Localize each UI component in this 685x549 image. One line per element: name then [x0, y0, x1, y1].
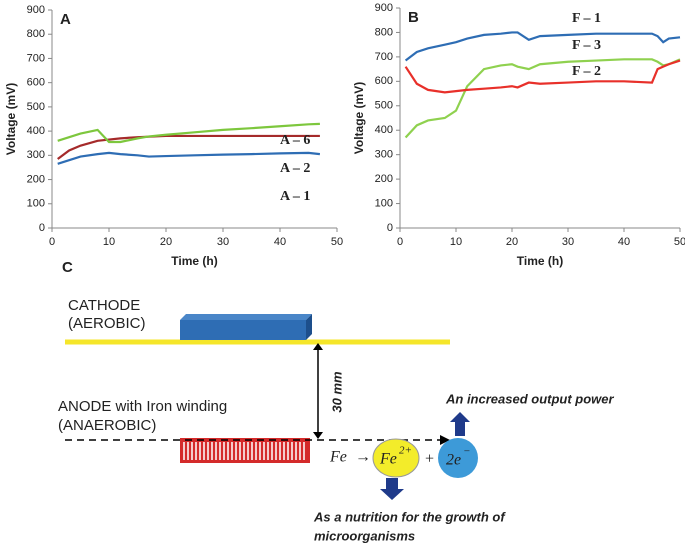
- arrow-head: [440, 435, 450, 445]
- ion-circle: [372, 438, 420, 478]
- up-arrow: [450, 412, 470, 436]
- y-axis-label: Voltage (mV): [4, 83, 18, 155]
- y-tick-label: 700: [375, 51, 393, 63]
- y-tick-label: 100: [27, 198, 45, 210]
- cathode-side: [306, 314, 312, 340]
- nutrition-label: microorganisms: [314, 528, 415, 543]
- output-label: An increased output power: [445, 391, 615, 406]
- x-tick-label: 40: [274, 236, 286, 248]
- y-tick-label: 600: [375, 75, 393, 87]
- reactant: Fe: [329, 449, 347, 466]
- y-tick-label: 100: [375, 197, 393, 209]
- series-label: F – 1: [572, 11, 601, 26]
- x-tick-label: 20: [506, 236, 518, 248]
- y-axis-label: Voltage (mV): [352, 82, 366, 154]
- x-tick-label: 10: [450, 236, 462, 248]
- arrow-head: [313, 432, 323, 439]
- reaction-arrow: →: [355, 449, 371, 466]
- electron-circle: [438, 438, 478, 478]
- down-arrow: [380, 478, 404, 500]
- y-tick-label: 300: [27, 149, 45, 161]
- y-tick-label: 400: [27, 125, 45, 137]
- series-label: A – 6: [280, 133, 310, 148]
- x-tick-label: 50: [674, 236, 685, 248]
- chart: 0 100 200 300 400 500 600 700 800 900 0 10 20 30 40 50 T…: [352, 2, 685, 268]
- y-tick-label: 900: [27, 4, 45, 16]
- distance-label: 30 mm: [329, 371, 344, 413]
- chart: 0 100 200 300 400 500 600 700 800 900 0 10 20 30 40 50 T…: [4, 4, 343, 268]
- x-tick-label: 10: [103, 236, 115, 248]
- nutrition-label: As a nutrition for the growth of: [313, 509, 506, 524]
- x-tick-label: 20: [160, 236, 172, 248]
- electrons: 2e: [446, 452, 461, 469]
- y-tick-label: 400: [375, 124, 393, 136]
- cathode-label: CATHODE: [68, 297, 140, 314]
- cathode-top: [180, 314, 312, 320]
- x-tick-label: 0: [49, 236, 55, 248]
- y-tick-label: 300: [375, 149, 393, 161]
- series-label: F – 3: [572, 38, 601, 53]
- x-tick-label: 0: [397, 236, 403, 248]
- series-label: A – 2: [280, 161, 310, 176]
- y-tick-label: 0: [39, 222, 45, 234]
- y-tick-label: 200: [27, 173, 45, 185]
- ion-charge: 2+: [399, 445, 412, 457]
- y-tick-label: 200: [375, 173, 393, 185]
- y-tick-label: 600: [27, 77, 45, 89]
- panel-label: A: [60, 11, 71, 28]
- x-tick-label: 40: [618, 236, 630, 248]
- x-tick-label: 50: [331, 236, 343, 248]
- y-tick-label: 0: [387, 222, 393, 234]
- plus: +: [424, 451, 435, 468]
- series-line: [57, 122, 320, 144]
- series-label: A – 1: [280, 189, 310, 204]
- y-tick-label: 700: [27, 52, 45, 64]
- electron-sign: −: [463, 446, 470, 458]
- x-tick-label: 30: [217, 236, 229, 248]
- y-tick-label: 500: [27, 101, 45, 113]
- x-axis-label: Time (h): [171, 254, 217, 268]
- anode-label: (ANAEROBIC): [58, 417, 156, 434]
- anode-label: ANODE with Iron winding: [58, 398, 227, 415]
- ion: Fe: [379, 451, 397, 468]
- series-line: [404, 59, 681, 94]
- cathode-block: [180, 320, 306, 340]
- panel-label: C: [62, 259, 73, 276]
- x-axis-label: Time (h): [517, 254, 563, 268]
- y-tick-label: 900: [375, 2, 393, 14]
- y-tick-label: 800: [27, 28, 45, 40]
- iron-winding: [183, 442, 305, 460]
- panel-label: B: [408, 9, 419, 26]
- y-tick-label: 500: [375, 100, 393, 112]
- series-label: F – 2: [572, 64, 601, 79]
- series-line: [404, 31, 681, 62]
- series-line: [57, 151, 321, 165]
- series-line: [404, 58, 681, 139]
- y-tick-label: 800: [375, 26, 393, 38]
- cathode-label: (AEROBIC): [68, 315, 146, 332]
- arrow-head: [313, 343, 323, 350]
- x-tick-label: 30: [562, 236, 574, 248]
- diagram: C CATHODE (AEROBIC) ANODE with Iron wind…: [58, 259, 615, 543]
